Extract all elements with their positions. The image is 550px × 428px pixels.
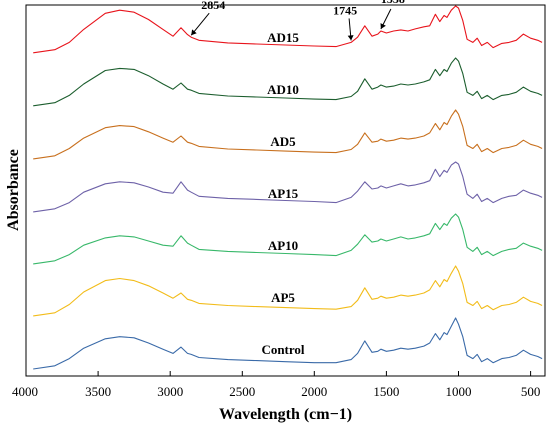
x-tick-label-4000: 4000 [12, 384, 38, 399]
x-tick-label-1500: 1500 [373, 384, 399, 399]
series-label-control: Control [261, 342, 304, 357]
annotation-label-2854: 2854 [201, 0, 225, 12]
annotation-label-1745: 1745 [333, 3, 357, 17]
annotation-arrowhead-2854 [191, 29, 197, 36]
x-tick-label-2500: 2500 [229, 384, 255, 399]
series-label-ap10: AP10 [268, 238, 298, 253]
x-tick-label-3500: 3500 [85, 384, 111, 399]
x-tick-label-3000: 3000 [157, 384, 183, 399]
spectrum-line-ap10 [33, 213, 543, 265]
spectrum-line-ap15 [33, 161, 543, 213]
series-layer [33, 5, 543, 370]
x-tick-label-500: 500 [521, 384, 541, 399]
y-axis-title: Absorbance [5, 149, 22, 231]
series-label-ap5: AP5 [271, 290, 295, 305]
series-label-ad5: AD5 [270, 134, 296, 149]
annotation-label-1538: 1538 [381, 0, 405, 6]
spectrum-line-ap5 [33, 265, 543, 317]
annotation-arrowhead-1745 [347, 35, 354, 41]
x-tick-label-1000: 1000 [446, 384, 472, 399]
annotation-arrowhead-1538 [380, 23, 386, 29]
series-label-ad15: AD15 [267, 30, 299, 45]
spectrum-line-control [33, 317, 543, 370]
x-axis-title: Wavelength (cm−1) [219, 406, 352, 423]
series-label-ap15: AP15 [268, 186, 299, 201]
annotation-layer: 2854 1745 1538 [190, 0, 405, 41]
spectrum-line-ad15 [33, 5, 543, 54]
series-label-layer: AD15 AD10 AD5 AP15 AP10 AP5 Control [261, 30, 304, 357]
x-tick-label-2000: 2000 [301, 384, 327, 399]
series-label-ad10: AD10 [267, 82, 299, 97]
x-axis-ticks: 4000 3500 3000 2500 2000 1500 1000 500 [12, 371, 540, 399]
plot-frame [25, 4, 546, 377]
spectrum-line-ad5 [33, 109, 543, 160]
spectrum-line-ad10 [33, 57, 543, 107]
